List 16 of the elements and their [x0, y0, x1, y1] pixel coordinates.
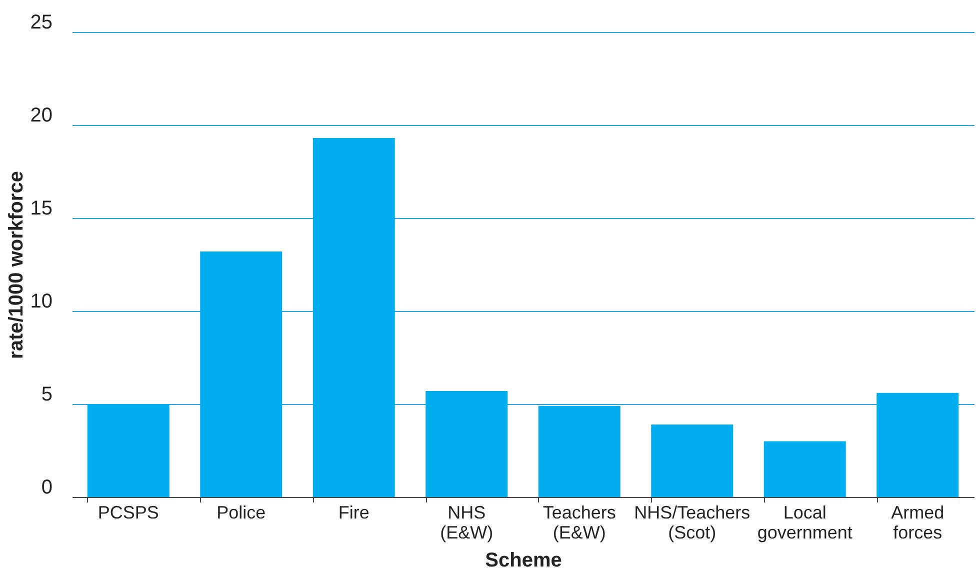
y-tick-label: 25	[30, 12, 52, 34]
x-tick-label: Police	[216, 502, 266, 522]
y-tick-label: 5	[41, 384, 52, 406]
x-tick-label: NHS (E&W)	[440, 502, 494, 542]
x-tick-label: NHS/Teachers (Scot)	[634, 502, 750, 542]
y-axis-title: rate/1000 workforce	[5, 171, 28, 359]
x-tick-label: Teachers (E&W)	[542, 502, 616, 542]
x-tick-label: Local government	[757, 502, 852, 542]
x-tick-label: PCSPS	[98, 502, 159, 522]
y-tick-label: 10	[30, 290, 52, 312]
x-tick-label: Fire	[338, 502, 370, 522]
x-axis-title: Scheme	[485, 550, 562, 572]
y-tick-label: 0	[41, 476, 52, 498]
y-tick-label: 15	[30, 198, 52, 220]
y-tick-label: 20	[30, 104, 52, 126]
x-tick-label: Armed forces	[891, 502, 944, 542]
